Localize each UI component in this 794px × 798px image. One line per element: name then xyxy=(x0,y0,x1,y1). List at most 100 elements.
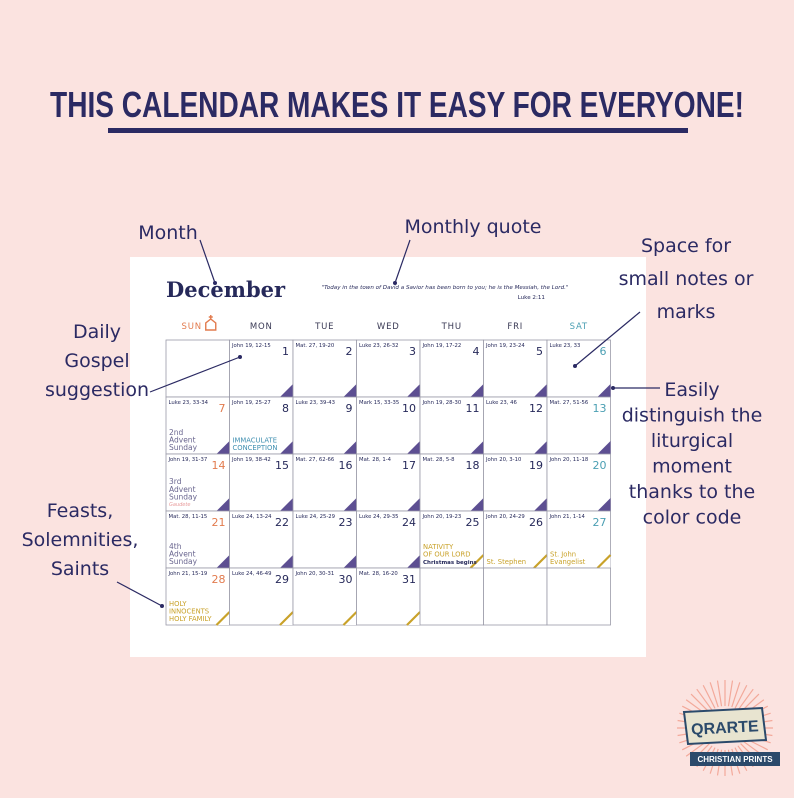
season-corner xyxy=(216,555,230,568)
season-corner xyxy=(407,498,420,511)
day-number: 6 xyxy=(600,345,607,358)
callout-lines xyxy=(116,239,660,607)
season-corner-edge xyxy=(342,611,358,626)
day-number: 22 xyxy=(275,516,289,529)
day-cell xyxy=(292,510,357,569)
day-cell xyxy=(419,453,484,512)
headline: THIS CALENDAR MAKES IT EASY FOR EVERYONE… xyxy=(50,85,744,125)
gospel-reading: Mat. 27, 51-56 xyxy=(550,400,589,406)
day-number: 12 xyxy=(529,402,543,415)
season-corner-edge xyxy=(469,554,485,569)
day-number: 19 xyxy=(529,459,543,472)
church-icon xyxy=(205,315,217,331)
callout-gospel: suggestion xyxy=(45,379,149,401)
gospel-reading: Mat. 28, 1-4 xyxy=(359,457,392,463)
day-number: 23 xyxy=(339,516,353,529)
day-number: 25 xyxy=(466,516,480,529)
callout-gospel: Gospel xyxy=(64,350,129,372)
day-label: OF OUR LORD xyxy=(423,550,470,558)
season-corner xyxy=(407,441,420,454)
logo: QRARTE CHRISTIAN PRINTS xyxy=(677,680,780,776)
logo-tag-bg xyxy=(690,752,780,766)
day-label: INNOCENTS xyxy=(169,607,209,615)
day-label: 3rd xyxy=(169,477,182,486)
day-cell xyxy=(546,396,611,455)
callout-month: Month xyxy=(138,222,198,244)
logo-ray xyxy=(696,688,713,711)
day-label: 2nd xyxy=(169,428,184,437)
season-corner xyxy=(597,498,611,511)
gospel-reading: Luke 23, 39-43 xyxy=(296,400,336,406)
callout-quote: Monthly quote xyxy=(405,216,542,238)
day-number: 5 xyxy=(536,345,543,358)
logo-ray xyxy=(737,688,754,711)
day-sublabel: Gaudete xyxy=(169,502,190,508)
day-number: 27 xyxy=(593,516,607,529)
day-cell xyxy=(229,567,294,626)
callout-dots xyxy=(160,281,615,608)
day-number: 14 xyxy=(212,459,226,472)
gospel-reading: John 19, 23-24 xyxy=(485,343,525,349)
season-corner xyxy=(534,441,547,454)
season-corner xyxy=(470,384,484,397)
day-cell xyxy=(292,396,357,455)
callout-feasts: Solemnities, xyxy=(22,529,139,551)
day-number: 28 xyxy=(212,573,226,586)
day-cell xyxy=(292,567,357,626)
day-label: Advent xyxy=(169,485,196,494)
weekday-label: THU xyxy=(441,322,462,332)
gospel-reading: Luke 24, 25-29 xyxy=(296,514,336,520)
callout-color_code: color code xyxy=(643,507,742,529)
gospel-reading: John 19, 12-15 xyxy=(231,343,271,349)
day-cell xyxy=(483,453,548,512)
season-corner xyxy=(534,498,547,511)
gospel-reading: John 20, 3-10 xyxy=(485,457,522,463)
headline-underline xyxy=(108,128,688,133)
callout-line xyxy=(574,311,641,367)
callout-dot xyxy=(238,355,242,359)
day-number: 11 xyxy=(466,402,480,415)
day-cell xyxy=(483,396,548,455)
day-label: CONCEPTION xyxy=(233,444,278,452)
gospel-reading: Mat. 28, 16-20 xyxy=(359,571,398,577)
day-number: 15 xyxy=(275,459,289,472)
gospel-reading: Luke 23, 33-34 xyxy=(169,400,209,406)
callout-color_code: Easily xyxy=(664,379,719,401)
day-label: St. Stephen xyxy=(487,558,527,566)
season-corner-edge xyxy=(279,611,294,626)
gospel-reading: John 21, 1-14 xyxy=(549,514,586,520)
day-number: 18 xyxy=(466,459,480,472)
callout-dot xyxy=(213,281,217,285)
season-corner xyxy=(343,498,357,511)
day-label: IMMACULATE xyxy=(233,436,278,444)
season-corner-edge xyxy=(596,554,612,569)
callout-color_code: thanks to the xyxy=(629,481,755,503)
monthly-quote: "Today in the town of David a Savior has… xyxy=(322,285,569,291)
day-label: HOLY FAMILY xyxy=(169,615,212,623)
callout-color_code: liturgical xyxy=(651,430,733,452)
gospel-reading: Mat. 28, 11-15 xyxy=(169,514,208,520)
day-number: 17 xyxy=(402,459,416,472)
logo-name: QRARTE xyxy=(691,718,760,739)
day-number: 24 xyxy=(402,516,416,529)
day-number: 1 xyxy=(282,345,289,358)
gospel-reading: Luke 24, 46-49 xyxy=(232,571,272,577)
callout-line xyxy=(394,239,411,284)
gospel-reading: John 20, 11-18 xyxy=(549,457,589,463)
day-cell xyxy=(292,453,357,512)
callout-color_code: distinguish the xyxy=(622,405,763,427)
day-label: Advent xyxy=(169,549,196,558)
gospel-reading: John 19, 38-42 xyxy=(231,457,271,463)
weekday-label: FRI xyxy=(507,322,523,332)
day-number: 2 xyxy=(346,345,353,358)
day-cell xyxy=(356,453,421,512)
callout-dot xyxy=(611,386,615,390)
callout-feasts: Saints xyxy=(51,558,109,580)
day-label: St. John xyxy=(550,550,576,558)
day-number: 13 xyxy=(593,402,607,415)
day-cell xyxy=(165,510,230,569)
day-cell xyxy=(165,567,230,626)
season-corner-edge xyxy=(406,611,421,626)
weekday-label: MON xyxy=(250,322,273,332)
day-sublabel: Christmas begins xyxy=(423,560,477,566)
